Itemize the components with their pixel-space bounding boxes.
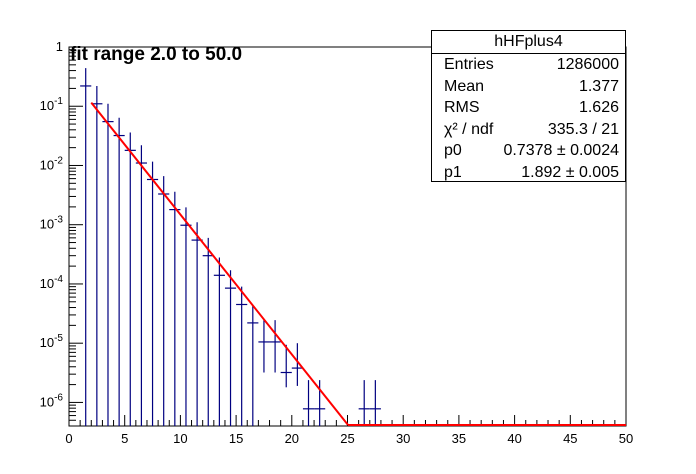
- stats-value: 1.377: [578, 77, 619, 95]
- x-tick-label: 0: [65, 431, 72, 446]
- stats-value: 0.7378 ± 0.0024: [503, 142, 619, 159]
- stats-row-rms: RMS 1.626: [432, 97, 625, 119]
- stats-key: RMS: [444, 99, 480, 116]
- fit-line: [90, 102, 349, 426]
- stats-value: 335.3 / 21: [547, 120, 619, 138]
- y-tick-label: 10-6: [40, 392, 64, 409]
- y-tick-label: 10-5: [40, 333, 64, 350]
- stats-key: Entries: [444, 56, 494, 73]
- stats-key: χ² / ndf: [444, 120, 494, 138]
- x-tick-label: 35: [452, 431, 466, 446]
- stats-key: p0: [444, 142, 462, 159]
- stats-row-p1: p1 1.892 ± 0.005: [432, 162, 625, 184]
- stats-row-mean: Mean 1.377: [432, 76, 625, 98]
- stats-row-chi2: χ² / ndf 335.3 / 21: [432, 119, 625, 141]
- fit-range-annotation: fit range 2.0 to 50.0: [70, 44, 243, 65]
- stats-key: p1: [444, 163, 462, 181]
- stats-value: 1.892 ± 0.005: [521, 163, 619, 181]
- x-tick-label: 5: [121, 431, 128, 446]
- y-tick-label: 10-3: [40, 215, 64, 232]
- stats-row-p0: p0 0.7378 ± 0.0024: [432, 140, 625, 162]
- stats-value: 1286000: [556, 56, 619, 73]
- x-tick-label: 40: [507, 431, 521, 446]
- y-tick-label: 1: [56, 39, 63, 54]
- y-tick-label: 10-1: [40, 96, 64, 113]
- x-tick-label: 25: [340, 431, 354, 446]
- x-tick-label: 10: [173, 431, 187, 446]
- x-tick-label: 30: [396, 431, 410, 446]
- y-tick-label: 10-2: [40, 155, 64, 172]
- x-tick-label: 20: [285, 431, 299, 446]
- stats-title: hHFplus4: [432, 31, 625, 54]
- stats-value: 1.626: [578, 99, 619, 116]
- stats-key: Mean: [444, 77, 485, 95]
- x-tick-label: 15: [229, 431, 243, 446]
- stats-box: hHFplus4 Entries 1286000 Mean 1.377 RMS …: [431, 30, 626, 182]
- y-tick-label: 10-4: [40, 274, 64, 291]
- stats-row-entries: Entries 1286000: [432, 54, 625, 76]
- x-tick-label: 50: [619, 431, 633, 446]
- x-tick-label: 45: [563, 431, 577, 446]
